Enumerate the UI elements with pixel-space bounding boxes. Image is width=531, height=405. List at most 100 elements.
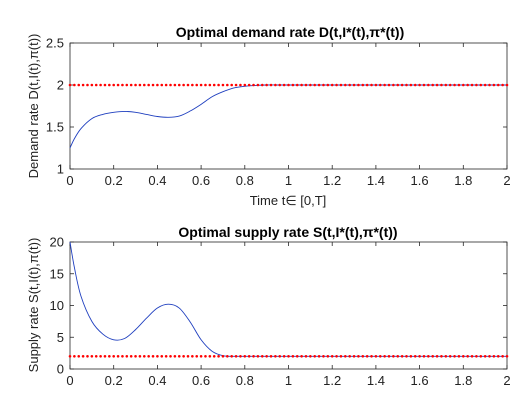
demand-reference-dot [291, 83, 295, 87]
supply-reference-dot [156, 355, 159, 358]
demand-reference-dot [116, 83, 120, 87]
supply-reference-dot [322, 355, 325, 358]
supply-reference-dot [291, 355, 295, 358]
supply-rate-curve [69, 241, 507, 357]
supply-reference-dot [457, 355, 461, 358]
demand-reference-dot [466, 83, 469, 87]
supply-rate-panel: Optimal supply rate S(t,I*(t),π*(t)) 0 0.… [26, 224, 511, 388]
supply-reference-dot [278, 355, 282, 358]
demand-reference-dot [239, 83, 242, 87]
demand-plot-frame [69, 42, 508, 170]
demand-reference-dot [81, 83, 85, 87]
demand-tick-group: 0 0.2 0.4 0.6 0.8 1 1.2 1.4 1.6 1.8 2 1 1.5 2 2.5 [46, 36, 511, 189]
demand-reference-dot [383, 83, 386, 87]
demand-reference-dot [505, 83, 509, 87]
supply-reference-dot [182, 355, 185, 358]
supply-reference-dot [505, 355, 509, 358]
demand-series-group [68, 83, 509, 149]
demand-reference-dot [501, 83, 504, 87]
demand-reference-dot [396, 83, 400, 87]
supply-reference-dot [422, 355, 426, 358]
demand-reference-dot [142, 83, 146, 87]
supply-chart-title: Optimal supply rate S(t,I*(t),π*(t)) [178, 224, 397, 240]
demand-x-tick-label: 1.6 [411, 173, 429, 188]
supply-reference-dot [309, 355, 312, 358]
supply-reference-dot [352, 355, 356, 358]
supply-reference-dot [199, 355, 203, 358]
demand-reference-dot [418, 83, 421, 87]
demand-y-axis-label: Demand rate D(t,I(t),π(t)) [26, 34, 41, 179]
demand-x-axis-label: Time t∈ [0,T] [250, 193, 327, 208]
demand-reference-dot [361, 83, 365, 87]
demand-reference-dot [278, 83, 282, 87]
supply-reference-dot [304, 355, 308, 358]
demand-reference-dot [413, 83, 417, 87]
supply-reference-dot [453, 355, 456, 358]
demand-reference-dot [304, 83, 308, 87]
supply-plot-frame [69, 241, 508, 370]
supply-reference-dot [466, 355, 469, 358]
supply-reference-dot [239, 355, 242, 358]
demand-reference-dot [287, 83, 290, 87]
supply-reference-dot [234, 355, 238, 358]
supply-reference-dot [475, 355, 478, 358]
demand-rate-curve [69, 84, 507, 149]
demand-reference-dot [313, 83, 317, 87]
supply-reference-dot [317, 355, 321, 358]
demand-x-tick-label: 0.8 [236, 173, 254, 188]
demand-reference-dot [309, 83, 312, 87]
supply-reference-dot [269, 355, 273, 358]
supply-reference-dot [243, 355, 247, 358]
supply-y-tick-label: 5 [57, 330, 64, 345]
supply-reference-dot [462, 355, 465, 358]
supply-reference-dot [221, 355, 225, 358]
demand-reference-dot [269, 83, 273, 87]
supply-reference-dot [413, 355, 417, 358]
demand-x-tick-label: 1.8 [454, 173, 472, 188]
demand-reference-dot [129, 83, 133, 87]
demand-reference-dot [160, 83, 164, 87]
supply-reference-dot [116, 355, 120, 358]
demand-reference-dot [479, 83, 483, 87]
supply-reference-dot [496, 355, 500, 358]
demand-y-tick-label: 2 [57, 78, 64, 93]
supply-reference-dot [295, 355, 299, 358]
demand-reference-dot [186, 83, 190, 87]
demand-reference-dot [330, 83, 334, 87]
demand-reference-dot [295, 83, 299, 87]
supply-reference-dot [99, 355, 102, 358]
demand-reference-dot [348, 83, 351, 87]
demand-reference-dot [90, 83, 94, 87]
supply-reference-dot [440, 355, 443, 358]
demand-x-tick-label: 1.4 [367, 173, 385, 188]
demand-reference-dot [212, 83, 216, 87]
demand-reference-dot [265, 83, 268, 87]
demand-reference-dot [125, 83, 129, 87]
demand-x-tick-label: 0.2 [105, 173, 123, 188]
supply-reference-dot [409, 355, 413, 358]
supply-reference-dot [400, 355, 404, 358]
demand-reference-dot [247, 83, 251, 87]
demand-reference-dot [221, 83, 225, 87]
supply-reference-dot [73, 355, 76, 358]
demand-reference-dot [68, 83, 72, 87]
supply-series-group [68, 241, 509, 358]
demand-reference-dot [357, 83, 360, 87]
demand-reference-dot [138, 83, 142, 87]
demand-reference-dot [317, 83, 321, 87]
supply-reference-dot [134, 355, 137, 358]
demand-rate-panel: Optimal demand rate D(t,I*(t),π*(t)) 0 0.… [26, 24, 511, 208]
supply-reference-dot [247, 355, 251, 358]
demand-chart-title: Optimal demand rate D(t,I*(t),π*(t)) [176, 24, 405, 40]
demand-reference-dot [488, 83, 491, 87]
supply-reference-dot [86, 355, 89, 358]
supply-reference-dot [344, 355, 347, 358]
demand-reference-dot [370, 83, 373, 87]
supply-reference-dot [365, 355, 369, 358]
demand-reference-dot [99, 83, 102, 87]
supply-reference-dot [195, 355, 199, 358]
demand-x-tick-label: 0.6 [192, 173, 210, 188]
demand-reference-dot [344, 83, 347, 87]
demand-reference-dot [77, 83, 81, 87]
